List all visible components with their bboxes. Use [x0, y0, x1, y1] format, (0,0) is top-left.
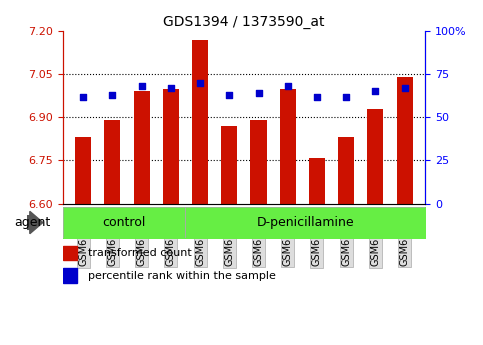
Point: [284, 83, 292, 89]
Bar: [397, 77, 412, 204]
Bar: [251, 120, 267, 204]
Text: percentile rank within the sample: percentile rank within the sample: [88, 270, 276, 280]
Point: [401, 85, 409, 91]
Point: [79, 94, 87, 99]
Point: [255, 90, 262, 96]
Point: [226, 92, 233, 98]
Text: agent: agent: [14, 216, 51, 229]
Bar: [368, 109, 384, 204]
Point: [109, 92, 116, 98]
Point: [138, 83, 145, 89]
Bar: [163, 89, 179, 204]
Text: control: control: [102, 216, 146, 229]
Point: [167, 85, 175, 91]
FancyArrow shape: [27, 211, 43, 234]
Point: [313, 94, 321, 99]
Bar: [75, 137, 91, 204]
Text: D-penicillamine: D-penicillamine: [256, 216, 354, 229]
Bar: [221, 126, 237, 204]
Bar: [63, 268, 77, 283]
Title: GDS1394 / 1373590_at: GDS1394 / 1373590_at: [163, 14, 325, 29]
Point: [196, 80, 204, 86]
Bar: [280, 89, 296, 204]
Point: [371, 89, 379, 94]
Bar: [134, 91, 150, 204]
Point: [342, 94, 350, 99]
Bar: [309, 158, 325, 204]
Bar: [63, 246, 77, 260]
Text: transformed count: transformed count: [88, 248, 192, 258]
Bar: [104, 120, 120, 204]
Bar: [338, 137, 354, 204]
Bar: [192, 40, 208, 204]
